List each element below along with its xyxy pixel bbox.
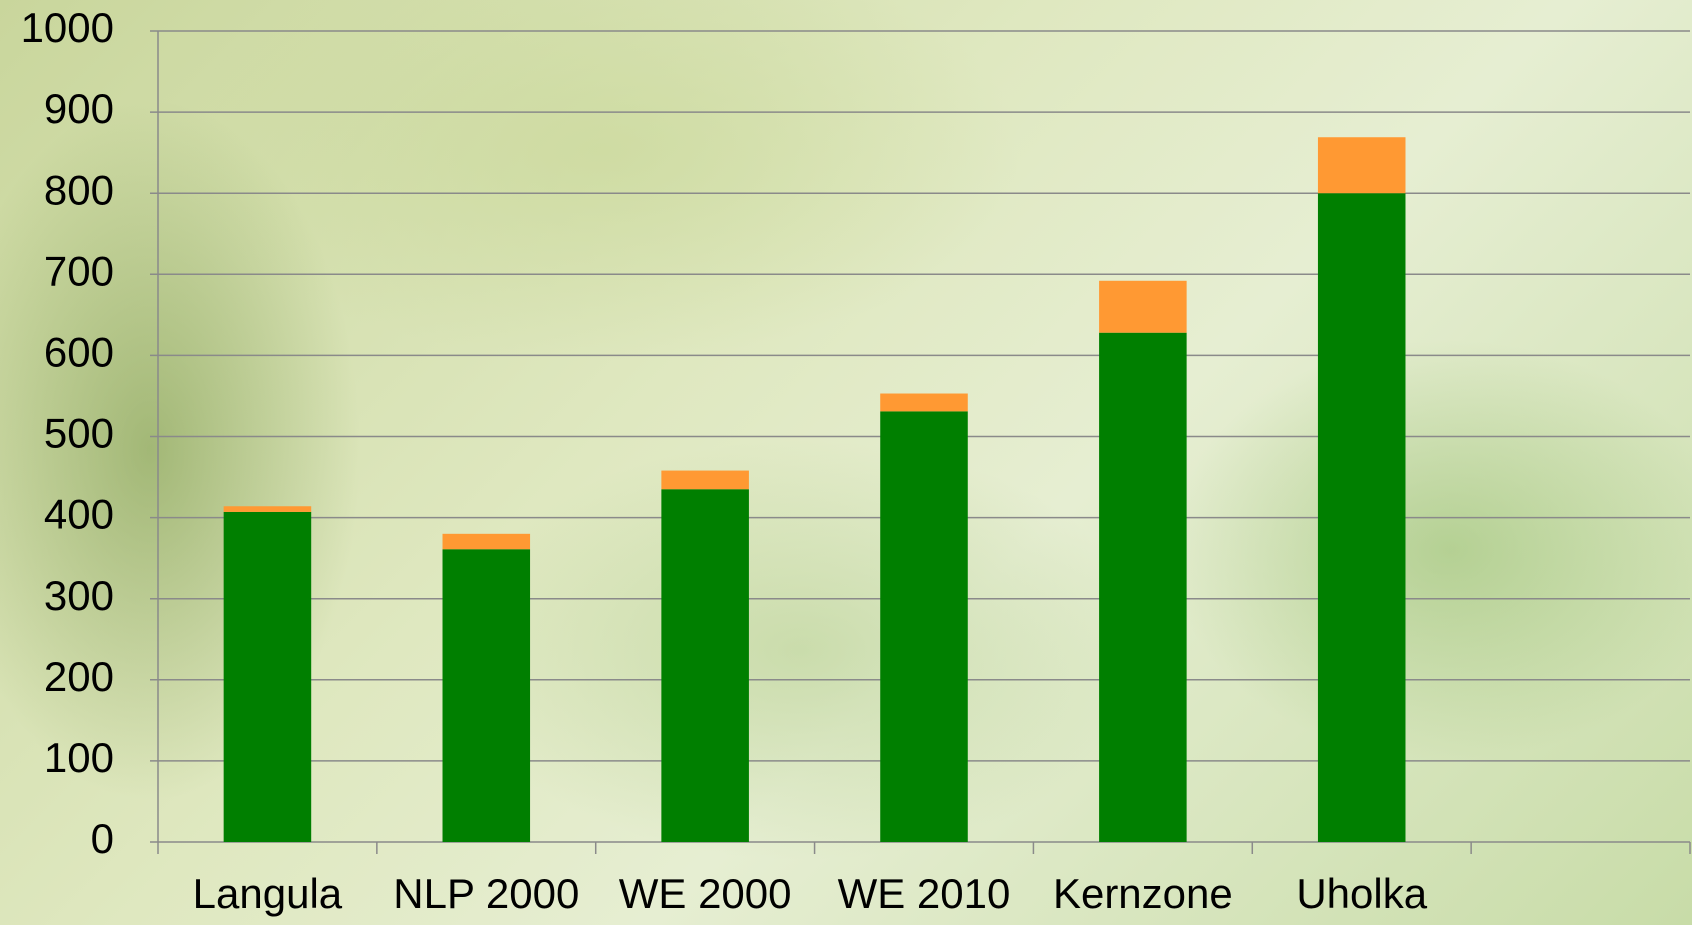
bar-segment [1317, 193, 1406, 842]
bar-segment [661, 489, 749, 842]
y-tick-label: 600 [44, 328, 114, 375]
y-tick-label: 500 [44, 410, 114, 457]
x-tick-label: WE 2010 [838, 870, 1011, 917]
bar-segment [661, 470, 749, 490]
x-tick-label: Uholka [1296, 870, 1427, 917]
y-tick-label: 200 [44, 653, 114, 700]
bar-segment [1099, 332, 1187, 842]
y-tick-label: 1000 [21, 4, 114, 51]
bar-segment [1099, 280, 1187, 333]
x-tick-label: Kernzone [1053, 870, 1233, 917]
x-tick-label: WE 2000 [619, 870, 792, 917]
x-tick-label: Langula [193, 870, 343, 917]
bar-segment [1317, 137, 1406, 194]
x-tick-label: NLP 2000 [393, 870, 579, 917]
y-tick-label: 800 [44, 166, 114, 213]
y-tick-label: 300 [44, 572, 114, 619]
y-tick-label: 100 [44, 734, 114, 781]
bar-segment [442, 533, 531, 550]
bar-segment [223, 511, 312, 842]
y-tick-label: 0 [91, 815, 114, 862]
bar-segment [223, 506, 312, 512]
bar-segment [442, 549, 531, 842]
y-tick-label: 900 [44, 85, 114, 132]
y-tick-label: 700 [44, 247, 114, 294]
bar-segment [880, 393, 968, 412]
y-tick-label: 400 [44, 491, 114, 538]
bar-segment [880, 411, 968, 842]
